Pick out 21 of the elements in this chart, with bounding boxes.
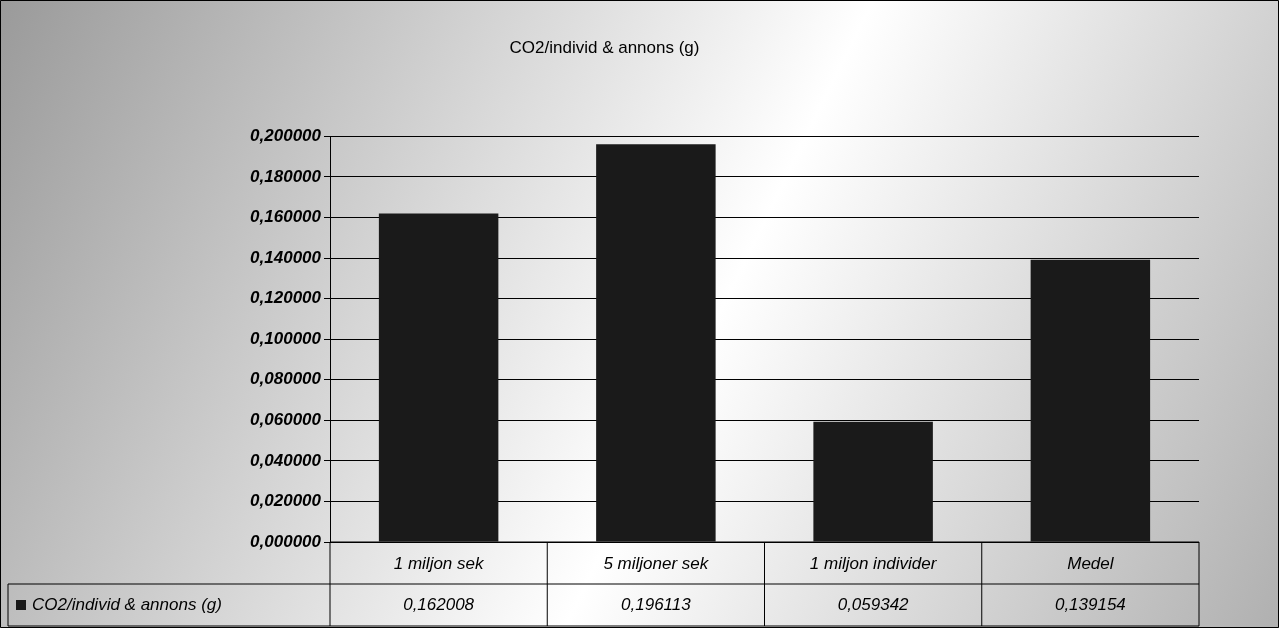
y-tick-label: 0,200000 [250, 126, 322, 146]
y-tick-label: 0,120000 [250, 288, 322, 308]
legend-label: CO2/individ & annons (g) [32, 594, 222, 614]
y-tick-label: 0,100000 [250, 328, 322, 348]
data-label: 0,139154 [1054, 594, 1126, 614]
x-tick-label: Medel [1067, 553, 1115, 573]
y-tick-label: 0,040000 [250, 450, 322, 470]
chart-title: CO2/individ & annons (g) [509, 37, 700, 57]
x-tick-label: 5 miljoner sek [603, 553, 710, 573]
x-tick-label: 1 miljon individer [809, 553, 938, 573]
y-tick-label: 0,160000 [250, 207, 322, 227]
y-tick-label: 0,060000 [250, 410, 322, 430]
data-label: 0,196113 [621, 594, 692, 614]
data-label: 0,162008 [403, 594, 475, 614]
y-tick-label: 0,020000 [250, 491, 322, 511]
y-tick-label: 0,140000 [250, 247, 322, 267]
data-label: 0,059342 [837, 594, 910, 614]
y-tick-label: 0,180000 [250, 166, 322, 186]
y-tick-label: 0,080000 [250, 369, 322, 389]
y-tick-label: 0,000000 [250, 531, 322, 551]
x-tick-label: 1 miljon sek [393, 553, 485, 573]
